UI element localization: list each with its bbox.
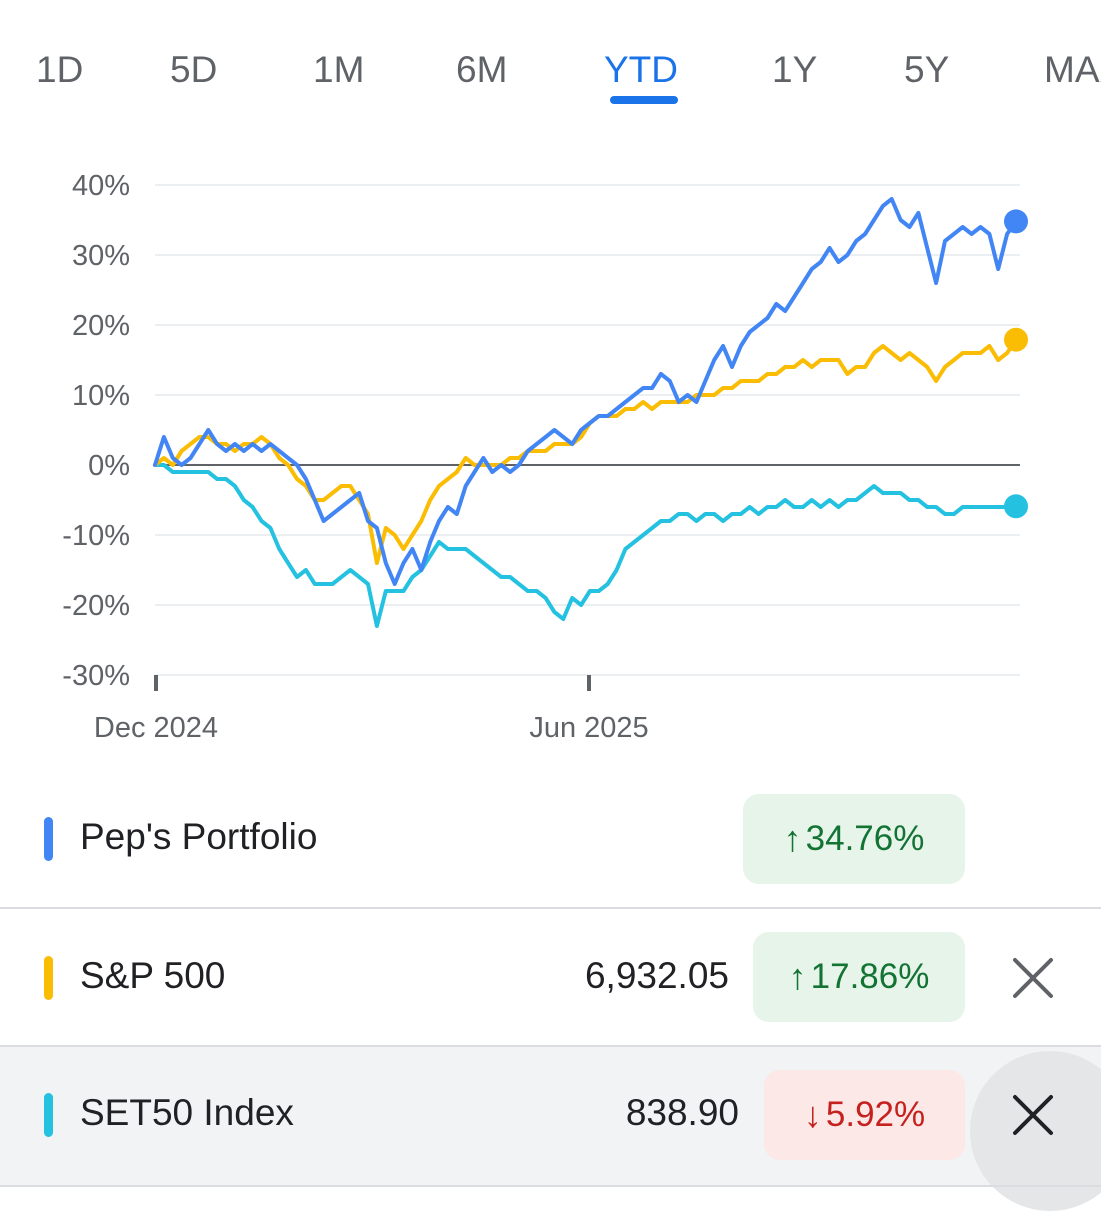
set50-change-value: 5.92% (825, 1095, 926, 1134)
chart-canvas: 40% 30% 20% 10% 0% -10% -20% -30% Dec 2024 Jun 2… (62, 170, 1028, 744)
set50-name: SET50 Index (80, 1092, 294, 1133)
sp500-change-value: 17.86% (810, 957, 930, 996)
y-tick-label: 0% (88, 450, 130, 482)
remove-sp500-button[interactable] (993, 938, 1073, 1018)
y-tick-label: 30% (72, 240, 130, 272)
grid-lines (155, 184, 1020, 676)
end-marker-portfolio (1004, 209, 1028, 234)
portfolio-change-value: 34.76% (805, 819, 925, 858)
series-line-portfolio (153, 197, 1018, 586)
range-tabs: 1D 5D 1M 6M YTD 1Y 5Y MAX (0, 0, 1101, 110)
tab-5y[interactable]: 5Y (904, 49, 950, 90)
sp500-price: 6,932.05 (584, 955, 729, 996)
arrow-down-icon: ↓ (803, 1094, 822, 1135)
series-lines (153, 197, 1018, 628)
tab-1d[interactable]: 1D (36, 49, 84, 90)
tab-6m[interactable]: 6M (456, 49, 508, 90)
y-tick-label: 10% (72, 380, 130, 412)
x-axis-ticks: Dec 2024 Jun 2025 (94, 675, 649, 744)
series-end-markers (1004, 209, 1028, 519)
tab-ytd[interactable]: YTD (604, 49, 678, 90)
y-axis-ticks: 40% 30% 20% 10% 0% -10% -20% -30% (62, 170, 130, 692)
row-divider (0, 907, 1101, 909)
y-tick-label: 20% (72, 310, 130, 342)
arrow-up-icon: ↑ (788, 956, 807, 997)
close-icon (1013, 958, 1053, 998)
legend-row-portfolio[interactable]: Pep's Portfolio ↑ 34.76% (0, 770, 1101, 908)
x-tick-label: Dec 2024 (94, 712, 218, 744)
legend-row-set50[interactable]: SET50 Index 838.90 ↓ 5.92% (0, 1047, 1101, 1211)
sp500-name: S&P 500 (80, 955, 226, 996)
y-tick-label: -20% (62, 590, 130, 622)
sp500-color-swatch (44, 956, 53, 1000)
close-icon (1013, 1095, 1053, 1135)
series-line-set50 (153, 463, 1018, 628)
set50-price: 838.90 (625, 1092, 739, 1133)
tab-max[interactable]: MAX (1044, 49, 1101, 90)
y-tick-label: -30% (62, 660, 130, 692)
remove-set50-button[interactable] (993, 1075, 1073, 1155)
tab-1y[interactable]: 1Y (772, 49, 818, 90)
row-divider (0, 1185, 1101, 1187)
set50-change-chip: ↓ 5.92% (764, 1070, 965, 1160)
end-marker-sp500 (1004, 327, 1028, 352)
comparison-chart: 40% 30% 20% 10% 0% -10% -20% -30% Dec 2024 Jun 2… (0, 130, 1101, 770)
x-tick-label: Jun 2025 (529, 712, 648, 744)
remove-button-highlight (970, 1051, 1101, 1211)
end-marker-set50 (1004, 494, 1028, 519)
y-tick-label: 40% (72, 170, 130, 202)
legend-row-sp500[interactable]: S&P 500 6,932.05 ↑ 17.86% (0, 909, 1101, 1047)
set50-color-swatch (44, 1093, 53, 1137)
active-tab-indicator (610, 96, 678, 104)
sp500-change-chip: ↑ 17.86% (753, 932, 965, 1022)
series-line-sp500 (153, 337, 1018, 565)
y-tick-label: -10% (62, 520, 130, 552)
row-divider (0, 1045, 1101, 1047)
tab-5d[interactable]: 5D (170, 49, 218, 90)
arrow-up-icon: ↑ (783, 818, 802, 859)
portfolio-change-chip: ↑ 34.76% (743, 794, 965, 884)
portfolio-name: Pep's Portfolio (80, 816, 318, 857)
portfolio-color-swatch (44, 817, 53, 861)
tab-1m[interactable]: 1M (313, 49, 365, 90)
